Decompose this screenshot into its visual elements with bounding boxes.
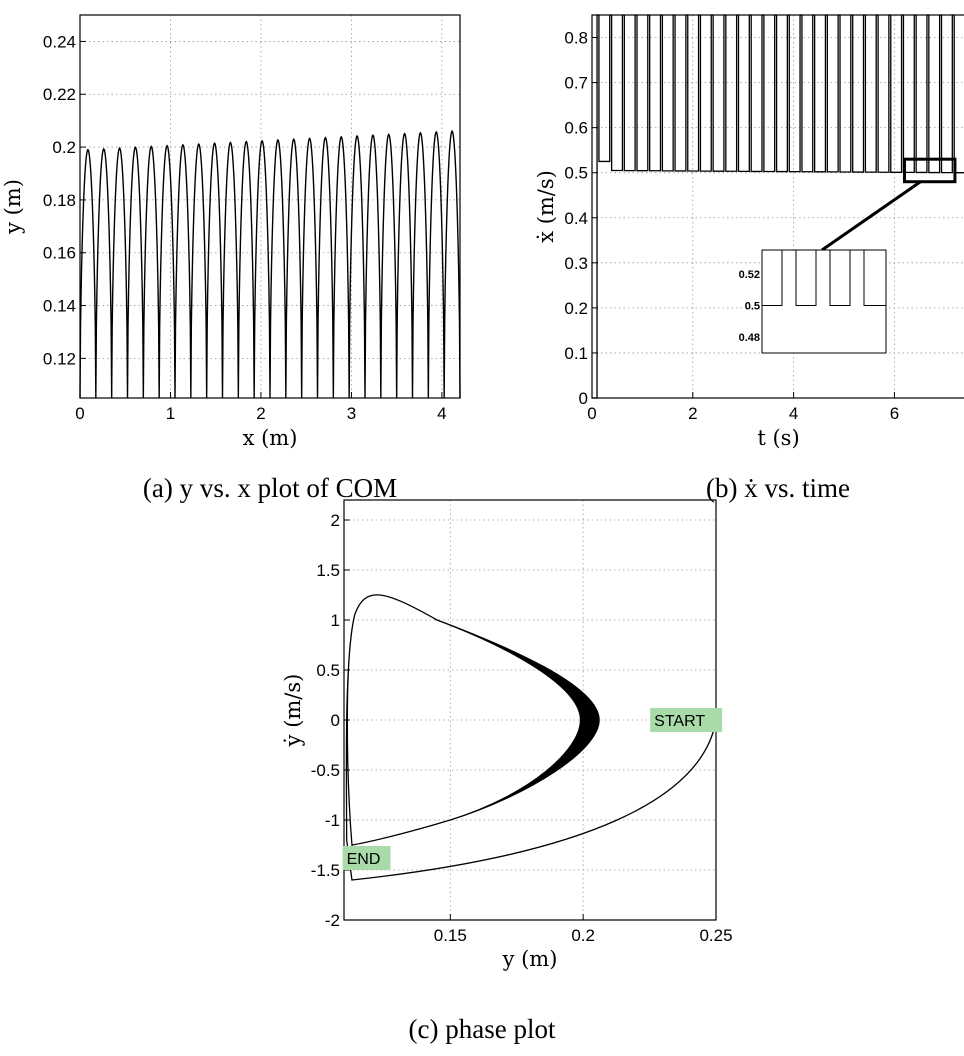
y-tick-label: 0.3: [564, 254, 588, 273]
panel-b-inset-tick: 0.52: [739, 269, 760, 281]
y-tick-label: 1: [331, 611, 340, 630]
y-tick-label: 0.14: [43, 297, 76, 316]
y-tick-label: 0.5: [564, 164, 588, 183]
y-tick-label: 2: [331, 511, 340, 530]
y-tick-label: 0.12: [43, 349, 76, 368]
y-tick-label: 0.24: [43, 32, 76, 51]
panel-c: 0.15 0.2 0.25 -2 -1.5 -1 -0.5 0 0.5 1 1.5 2 START E…: [281, 499, 733, 1044]
x-tick-label: 1: [166, 404, 175, 423]
end-annotation: END: [347, 851, 381, 868]
x-tick-label: 0.15: [434, 926, 467, 945]
start-annotation-background: [650, 708, 723, 732]
y-tick-label: -0.5: [311, 761, 340, 780]
y-tick-label: 0.4: [564, 209, 588, 228]
panel-b-caption: (b) ẋ vs. time: [706, 473, 850, 503]
start-annotation: START: [654, 713, 705, 730]
panel-c-ticks: 0.15 0.2 0.25 -2 -1.5 -1 -0.5 0 0.5 1 1.5 2: [311, 511, 733, 945]
x-tick-label: 0: [587, 404, 596, 423]
panel-b-ticks: 0 2 4 6 0 0.1 0.2 0.3 0.4 0.5 0.6 0.7 0.8: [564, 29, 899, 423]
y-tick-label: 0: [579, 389, 588, 408]
y-tick-label: 0.2: [52, 138, 76, 157]
y-tick-label: 0.2: [564, 299, 588, 318]
y-tick-label: 0.1: [564, 344, 588, 363]
x-tick-label: 4: [789, 404, 798, 423]
x-tick-label: 2: [256, 404, 265, 423]
panel-b-inset-tick: 0.5: [745, 300, 760, 312]
panel-a-ylabel: y (m): [1, 179, 25, 235]
panel-b-zoom-connector: [821, 180, 922, 252]
x-tick-label: 4: [437, 404, 446, 423]
panel-b-xlabel: t (s): [757, 426, 799, 450]
y-tick-label: 0.6: [564, 119, 588, 138]
panel-a-xlabel: x (m): [243, 426, 298, 450]
panel-a-caption: (a) y vs. x plot of COM: [143, 473, 397, 503]
panel-b-inset-box: [761, 249, 887, 354]
panel-a-axes-box: [79, 14, 461, 399]
panel-b-inset-tick: 0.48: [739, 332, 760, 344]
y-tick-label: -1: [325, 811, 340, 830]
y-tick-label: 0.7: [564, 74, 588, 93]
x-tick-label: 6: [890, 404, 899, 423]
y-tick-label: -2: [325, 911, 340, 930]
end-annotation-background: [342, 846, 391, 870]
y-tick-label: 0.5: [316, 661, 340, 680]
x-tick-label: 0: [75, 404, 84, 423]
panel-c-series-line: [345, 594, 717, 881]
panel-b-ylabel: ẋ (m/s): [534, 170, 558, 243]
panel-a: 0 1 2 3 4 0.12 0.14 0.16 0.18 0.2 0.22 0.24 x (m) y…: [1, 14, 461, 503]
y-tick-label: 0.18: [43, 191, 76, 210]
y-tick-label: 1.5: [316, 561, 340, 580]
y-tick-label: 0.8: [564, 29, 588, 48]
panel-a-series-line: [79, 129, 461, 399]
y-tick-label: 0: [331, 711, 340, 730]
x-tick-label: 0.25: [699, 926, 732, 945]
panel-a-ticks: 0 1 2 3 4 0.12 0.14 0.16 0.18 0.2 0.22 0.24: [43, 32, 447, 423]
panel-b-axes-box: [591, 14, 964, 399]
x-tick-label: 3: [347, 404, 356, 423]
panel-c-ylabel: ẏ (m/s): [281, 674, 305, 748]
panel-c-xlabel: y (m): [502, 947, 558, 971]
y-tick-label: -1.5: [311, 861, 340, 880]
y-tick-label: 0.22: [43, 85, 76, 104]
panel-b-zoom-rectangle: [903, 157, 957, 184]
y-tick-label: 0.16: [43, 244, 76, 263]
x-tick-label: 2: [688, 404, 697, 423]
x-tick-label: 0.2: [571, 926, 595, 945]
panel-b: 0 2 4 6 0 0.1 0.2 0.3 0.4 0.5 0.6 0.7 0.8 0.52 0.5 0…: [534, 14, 964, 503]
panel-b-inset: 0.52 0.5 0.48: [739, 249, 887, 354]
panel-b-inset-line: [762, 249, 886, 306]
panel-c-caption: (c) phase plot: [409, 1014, 556, 1044]
